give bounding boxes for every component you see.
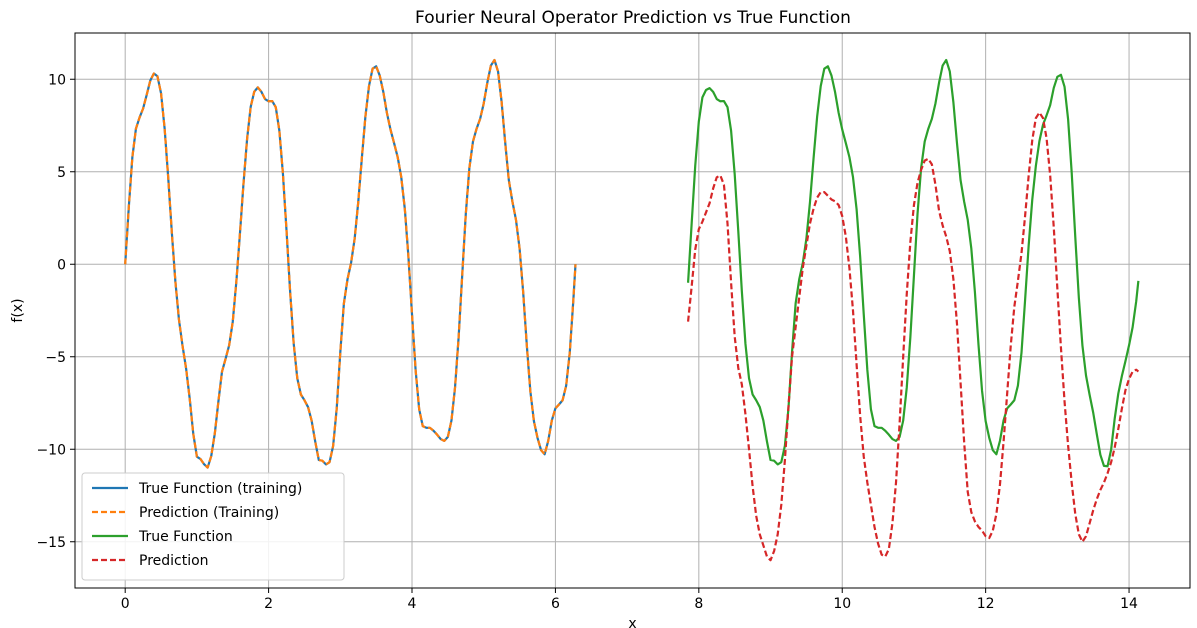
y-axis-label: f(x) <box>10 298 26 322</box>
y-tick-label: 10 <box>48 72 66 88</box>
tick-marks <box>70 78 1130 593</box>
y-tick-label: −5 <box>45 350 66 366</box>
legend-label: True Function <box>138 529 233 545</box>
y-tick-label: −10 <box>36 442 66 458</box>
legend-label: Prediction <box>139 553 209 569</box>
x-tick-label: 8 <box>694 596 703 612</box>
x-axis-label: x <box>628 616 636 628</box>
axes-frame <box>74 32 1191 589</box>
tick-labels: 0 2 4 6 8 10 12 14 −15 −10 −5 0 5 10 <box>36 72 1138 612</box>
y-tick-label: −15 <box>36 535 66 551</box>
legend-label: Prediction (Training) <box>139 505 279 521</box>
legend-box <box>81 472 345 581</box>
x-tick-label: 10 <box>833 596 851 612</box>
legend: True Function (training) Prediction (Trai… <box>81 472 345 581</box>
chart-title: Fourier Neural Operator Prediction vs Tr… <box>415 8 851 28</box>
x-tick-label: 14 <box>1120 596 1138 612</box>
series-line-2 <box>124 58 577 469</box>
series-group <box>124 58 1140 562</box>
x-tick-label: 4 <box>408 596 417 612</box>
series-line-4 <box>686 111 1140 562</box>
x-tick-label: 12 <box>977 596 995 612</box>
y-tick-label: 0 <box>57 257 66 273</box>
y-tick-label: 5 <box>57 165 66 181</box>
x-tick-label: 6 <box>551 596 560 612</box>
legend-label: True Function (training) <box>138 481 302 497</box>
x-tick-label: 2 <box>264 596 273 612</box>
x-tick-label: 0 <box>121 596 130 612</box>
series-line-3 <box>686 58 1140 468</box>
